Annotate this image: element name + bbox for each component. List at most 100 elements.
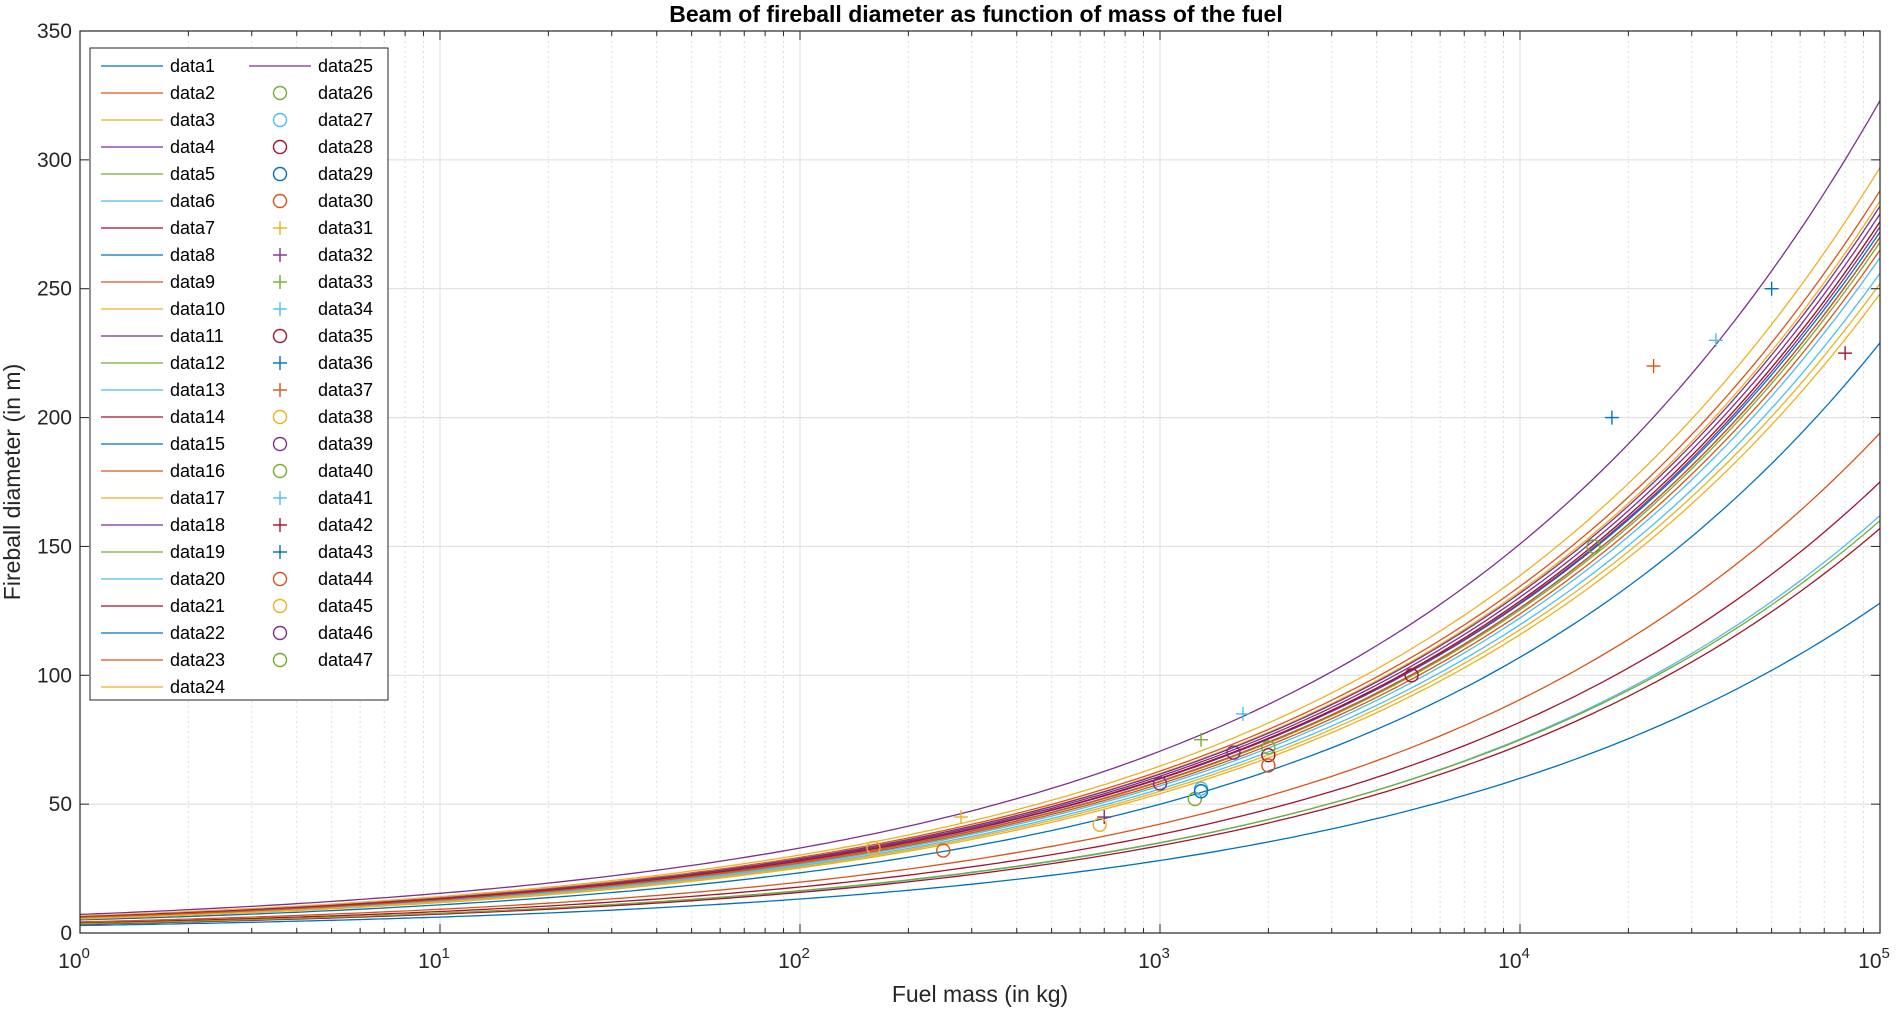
legend-marker-data36 <box>273 356 287 370</box>
legend-label-data43: data43 <box>318 542 373 562</box>
legend-label-data8: data8 <box>170 245 215 265</box>
axis-ticks <box>79 30 1881 934</box>
y-tick-label: 50 <box>49 793 72 816</box>
legend-label-data9: data9 <box>170 272 215 292</box>
legend-label-data19: data19 <box>170 542 225 562</box>
legend-label-data45: data45 <box>318 596 373 616</box>
legend-marker-data29 <box>272 166 288 182</box>
legend-label-data36: data36 <box>318 353 373 373</box>
y-tick-label: 200 <box>37 407 72 430</box>
legend-marker-data39 <box>272 436 288 452</box>
legend-marker-data38 <box>272 409 288 425</box>
legend-label-data34: data34 <box>318 299 373 319</box>
legend-marker-data35 <box>272 328 288 344</box>
series-line-data15 <box>80 342 1880 921</box>
legend-label-data3: data3 <box>170 110 215 130</box>
legend-marker-data28 <box>272 139 288 155</box>
legend-label-data6: data6 <box>170 191 215 211</box>
legend-label-data22: data22 <box>170 623 225 643</box>
legend-label-data25: data25 <box>318 56 373 76</box>
legend-label-data7: data7 <box>170 218 215 238</box>
series-line-data22 <box>80 602 1880 927</box>
legend-marker-data31 <box>273 221 287 235</box>
y-tick-label: 150 <box>37 535 72 558</box>
legend-marker-data37 <box>273 383 287 397</box>
series-marker-data34 <box>1235 706 1250 721</box>
legend-label-data14: data14 <box>170 407 225 427</box>
y-tick-label: 100 <box>37 664 72 687</box>
y-tick-label: 350 <box>37 20 72 43</box>
legend-label-data18: data18 <box>170 515 225 535</box>
series-marker-data30 <box>1261 758 1276 773</box>
legend-label-data26: data26 <box>318 83 373 103</box>
series-marker-data42 <box>1838 346 1853 361</box>
x-tick-label: 105 <box>1858 945 1890 973</box>
legend-label-data30: data30 <box>318 191 373 211</box>
legend-marker-data34 <box>273 302 287 316</box>
legend-marker-data40 <box>272 463 288 479</box>
series-line-data19 <box>80 520 1880 925</box>
legend-label-data40: data40 <box>318 461 373 481</box>
series-lines <box>80 100 1880 927</box>
series-line-data18 <box>80 205 1880 918</box>
legend-label-data46: data46 <box>318 623 373 643</box>
series-marker-data32 <box>1097 810 1112 825</box>
series-marker-data33 <box>1194 732 1209 747</box>
series-line-data23 <box>80 236 1880 919</box>
series-line-data25 <box>80 100 1880 916</box>
x-tick-label: 100 <box>58 945 90 973</box>
series-marker-data44 <box>936 843 951 858</box>
legend-marker-data47 <box>272 652 288 668</box>
legend-marker-data30 <box>272 193 288 209</box>
plot-frame <box>79 30 1881 934</box>
legend-label-data39: data39 <box>318 434 373 454</box>
legend-label-data21: data21 <box>170 596 225 616</box>
series-marker-data37 <box>1646 359 1661 374</box>
legend-marker-data41 <box>273 491 287 505</box>
series-marker-data28 <box>1261 747 1276 763</box>
legend-label-data37: data37 <box>318 380 373 400</box>
series-line-data24 <box>80 283 1880 920</box>
legend-label-data41: data41 <box>318 488 373 508</box>
legend-marker-data42 <box>273 518 287 532</box>
series-line-data10 <box>80 167 1880 917</box>
legend-marker-data44 <box>272 571 288 587</box>
series-marker-data43 <box>1764 281 1779 296</box>
series-marker-data41 <box>1708 333 1723 348</box>
legend-label-data24: data24 <box>170 677 225 697</box>
legend-label-data15: data15 <box>170 434 225 454</box>
series-marker-data38 <box>1092 817 1107 832</box>
x-tick-labels: 100 101 102 103 104 105 <box>58 945 1890 973</box>
legend-label-data11: data11 <box>170 326 224 346</box>
y-axis-label: Fireball diameter (in m) <box>0 364 25 600</box>
legend-label-data38: data38 <box>318 407 373 427</box>
legend-label-data32: data32 <box>318 245 373 265</box>
series-marker-data40 <box>1261 740 1276 755</box>
legend-label-data47: data47 <box>318 650 373 670</box>
legend-marker-data43 <box>273 545 287 559</box>
legend-label-data33: data33 <box>318 272 373 292</box>
plot-area <box>80 100 1880 927</box>
legend-label-data23: data23 <box>170 650 225 670</box>
legend-label-data28: data28 <box>318 137 373 157</box>
y-tick-labels: 0 50 100 150 200 250 300 350 <box>37 20 72 945</box>
legend-marker-data45 <box>272 598 288 614</box>
series-marker-data46 <box>1152 776 1168 791</box>
legend-label-data4: data4 <box>170 137 215 157</box>
legend-label-data2: data2 <box>170 83 215 103</box>
y-tick-label: 300 <box>37 149 72 172</box>
x-tick-label: 102 <box>778 945 810 973</box>
series-line-data14 <box>80 481 1880 924</box>
series-marker-data29 <box>1193 784 1209 799</box>
x-tick-label: 104 <box>1498 945 1530 973</box>
legend-label-data44: data44 <box>318 569 373 589</box>
legend-label-data13: data13 <box>170 380 225 400</box>
x-tick-label: 101 <box>418 945 450 973</box>
legend-label-data35: data35 <box>318 326 373 346</box>
legend-label-data31: data31 <box>318 218 373 238</box>
series-line-data16 <box>80 432 1880 923</box>
legend: data1 data2 data3 data4 data5 data6 data7 data8… <box>89 47 389 701</box>
legend-label-data29: data29 <box>318 164 373 184</box>
